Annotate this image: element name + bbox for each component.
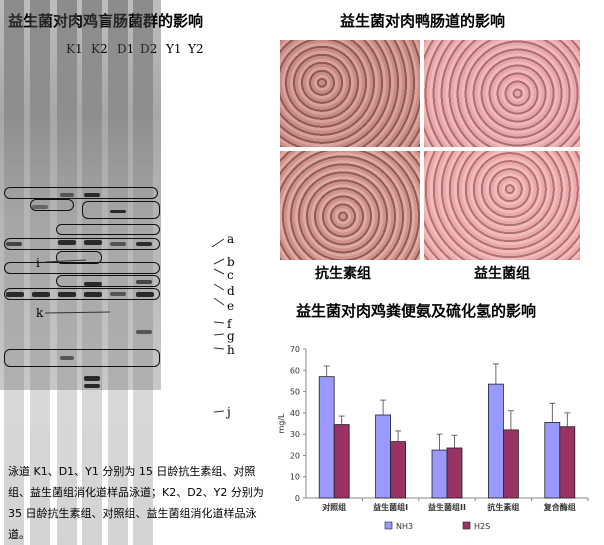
photo-antibiotic-top [280, 40, 420, 147]
y-tick-label: 0 [295, 494, 300, 503]
band-label: g [227, 329, 235, 343]
bar-h2s [502, 429, 519, 499]
bar-h2s [390, 441, 406, 499]
lane-label: D1 [117, 42, 134, 56]
band-label: h [227, 343, 235, 357]
bar-nh3 [318, 376, 335, 499]
photo-antibiotic-bottom [280, 151, 420, 260]
band-label: e [227, 299, 235, 313]
y-tick-label: 20 [290, 451, 300, 460]
lane-label: Y1 [166, 42, 182, 56]
lane-label: K1 [66, 42, 83, 56]
legend-swatch-h2s [462, 521, 471, 530]
legend-label: NH3 [396, 522, 413, 531]
band-label: f [227, 317, 232, 331]
y-tick-label: 10 [290, 473, 300, 482]
band-label: k [36, 306, 44, 320]
band-label: c [227, 268, 234, 282]
dgge-gel-image [0, 0, 161, 545]
x-tick-label: 对照组 [322, 502, 346, 512]
bar-h2s [333, 424, 350, 499]
x-tick-label: 复合酶组 [543, 502, 576, 512]
legend-label: H2S [474, 522, 490, 531]
bar-nh3 [487, 383, 504, 499]
bar-h2s [559, 426, 576, 499]
photo-probiotic-bottom [424, 151, 580, 260]
y-tick-label: 60 [290, 366, 300, 375]
bar-nh3 [375, 414, 391, 499]
duck-title: 益生菌对肉鸭肠道的影响 [340, 12, 506, 30]
lane-label: Y2 [188, 42, 204, 56]
bar-nh3 [431, 449, 448, 499]
label-antibiotic-group: 抗生素组 [315, 266, 371, 282]
gel-caption: 泳道 K1、D1、Y1 分别为 15 日龄抗生素组、对照组、益生菌组消化道样品泳… [8, 465, 264, 541]
gel-annotation-lines [44, 238, 225, 413]
band-label: b [227, 255, 235, 269]
band-label: d [227, 284, 235, 298]
band-label: i [36, 256, 40, 270]
x-tick-label: 抗生素组 [487, 502, 519, 512]
legend-swatch-nh3 [384, 521, 393, 530]
nh3-h2s-bar-chart: 0 10 20 30 40 50 60 70 mg/L 对照组 益生菌组I 益生菌组II 抗生素组 复合酶… [277, 345, 589, 531]
chart-title: 益生菌对肉鸡粪便氨及硫化氢的影响 [296, 302, 537, 320]
label-probiotic-group: 益生菌组 [474, 266, 530, 282]
band-label: a [227, 232, 235, 246]
x-tick-label: 益生菌组II [428, 502, 466, 512]
y-tick-label: 50 [290, 388, 300, 397]
bar-nh3 [544, 422, 561, 499]
y-tick-label: 30 [290, 430, 300, 439]
y-tick-label: 70 [290, 345, 300, 354]
lane-label: D2 [140, 42, 157, 56]
band-label: j [227, 405, 231, 419]
y-tick-label: 40 [290, 409, 300, 418]
x-tick-label: 益生菌组I [373, 502, 408, 512]
bar-h2s [446, 447, 463, 499]
gel-title: 益生菌对肉鸡盲肠菌群的影响 [8, 12, 204, 30]
photo-probiotic-top [424, 40, 580, 147]
lane-label: K2 [91, 42, 108, 56]
y-axis-label: mg/L [277, 413, 286, 434]
